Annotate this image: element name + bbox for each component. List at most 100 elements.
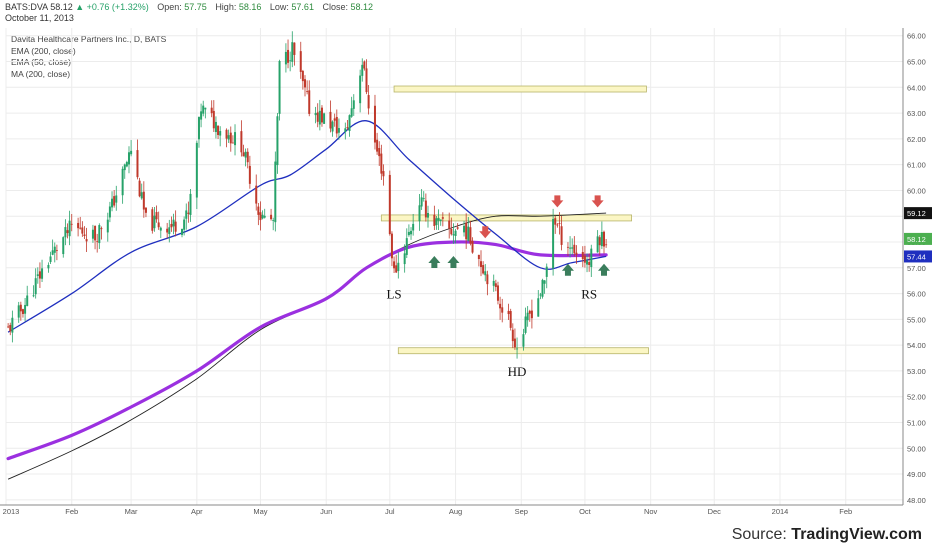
candle-body xyxy=(600,231,603,247)
candle-body xyxy=(456,227,459,229)
candle-body xyxy=(511,329,514,342)
candle-body xyxy=(299,51,302,72)
candle-body xyxy=(467,226,470,241)
candle-body xyxy=(530,310,533,319)
low-label: Low: xyxy=(269,2,289,12)
price-tick-label: 49.00 xyxy=(907,470,926,479)
candle-body xyxy=(571,247,574,249)
candle-body xyxy=(140,192,143,199)
candle-body xyxy=(85,239,88,242)
time-tick-label: Dec xyxy=(708,507,722,516)
candle-body xyxy=(318,110,321,125)
price-tick-label: 54.00 xyxy=(907,341,926,350)
candle-body xyxy=(53,246,56,253)
candle-body xyxy=(566,246,569,248)
candle-body xyxy=(210,107,213,114)
candle-body xyxy=(47,264,50,269)
candle-body xyxy=(524,316,527,333)
symbol: BATS:DVA xyxy=(5,2,48,12)
candle-body xyxy=(244,151,247,158)
candle-body xyxy=(306,91,309,92)
candle-body xyxy=(437,217,440,221)
candle-body xyxy=(494,283,497,288)
candle-body xyxy=(588,262,591,265)
candle-body xyxy=(412,223,415,231)
candle-body xyxy=(111,198,114,208)
candle-body xyxy=(212,110,215,129)
candle-body xyxy=(558,223,561,224)
candle-body xyxy=(482,265,485,274)
candle-body xyxy=(183,219,186,230)
candle-body xyxy=(278,61,281,114)
candle-body xyxy=(573,244,576,254)
candle-body xyxy=(136,150,139,178)
chart-title: Davita Healthcare Partners Inc., D, BATS xyxy=(11,34,167,44)
candle-body xyxy=(9,324,12,332)
candle-body xyxy=(255,185,258,204)
price-tick-label: 51.00 xyxy=(907,418,926,427)
candle-body xyxy=(17,305,20,318)
candle-body xyxy=(352,100,355,109)
candle-body xyxy=(248,165,251,184)
candle-body xyxy=(100,228,103,230)
candle-body xyxy=(68,220,71,237)
price-tick-label: 55.00 xyxy=(907,315,926,324)
time-axis[interactable]: 2013 Feb Mar Apr May Jun Jul Aug Sep Oct Nov Dec 201… xyxy=(0,504,903,516)
ema50-line xyxy=(7,120,607,333)
price-flag xyxy=(904,207,932,220)
legend-item-ma200[interactable]: MA (200, close) xyxy=(11,68,71,79)
price-tick-label: 56.00 xyxy=(907,290,926,299)
candle-body xyxy=(19,304,22,312)
candle-body xyxy=(454,230,457,236)
candle-body xyxy=(407,231,410,236)
price-chart[interactable]: LS HD RS 66.00 65.00 64.00 63.00 62.00 61.00 60.… xyxy=(0,0,932,520)
candle-body xyxy=(526,312,529,321)
candle-body xyxy=(130,150,133,155)
candle-body xyxy=(115,195,118,203)
candle-body xyxy=(41,268,44,279)
candle-body xyxy=(433,214,436,226)
candle-body xyxy=(575,252,578,255)
candle-body xyxy=(509,311,512,328)
candle-body xyxy=(227,135,230,140)
candle-body xyxy=(276,116,279,166)
candles xyxy=(7,31,608,359)
candle-body xyxy=(448,220,451,229)
candle-body xyxy=(424,200,427,218)
candle-body xyxy=(516,348,519,350)
candle-body xyxy=(32,295,35,297)
candle-body xyxy=(539,294,542,296)
price-tick-label: 63.00 xyxy=(907,109,926,118)
candle-body xyxy=(49,256,52,262)
price-tick-label: 50.00 xyxy=(907,444,926,453)
candle-body xyxy=(388,174,391,235)
candle-body xyxy=(62,237,65,255)
candle-body xyxy=(393,261,396,269)
candle-body xyxy=(469,227,472,244)
candle-body xyxy=(439,219,442,221)
candle-body xyxy=(34,278,37,295)
ma200-line xyxy=(7,212,607,480)
candle-body xyxy=(344,128,347,132)
candle-body xyxy=(403,253,406,265)
price-tick-label: 65.00 xyxy=(907,58,926,67)
legend-item-ema200[interactable]: EMA (200, close) xyxy=(11,45,76,56)
candle-body xyxy=(304,79,306,88)
candle-body xyxy=(426,213,429,218)
annotations: LS HD RS xyxy=(386,287,597,379)
support-resistance-zone xyxy=(380,214,632,222)
candle-body xyxy=(422,198,425,200)
candle-body xyxy=(229,132,232,144)
candle-body xyxy=(151,209,154,231)
price-axis[interactable]: 66.0065.0064.0063.0062.0061.0060.0059.00… xyxy=(902,28,926,505)
candle-body xyxy=(581,252,584,260)
candle-body xyxy=(263,215,266,218)
time-tick-label: Aug xyxy=(449,507,462,516)
candle-body xyxy=(189,193,192,215)
candle-body xyxy=(507,310,510,315)
candle-body xyxy=(272,220,275,221)
price-tick-label: 57.00 xyxy=(907,264,926,273)
candle-body xyxy=(410,230,413,235)
price-flag xyxy=(904,250,932,263)
candle-body xyxy=(172,219,175,227)
